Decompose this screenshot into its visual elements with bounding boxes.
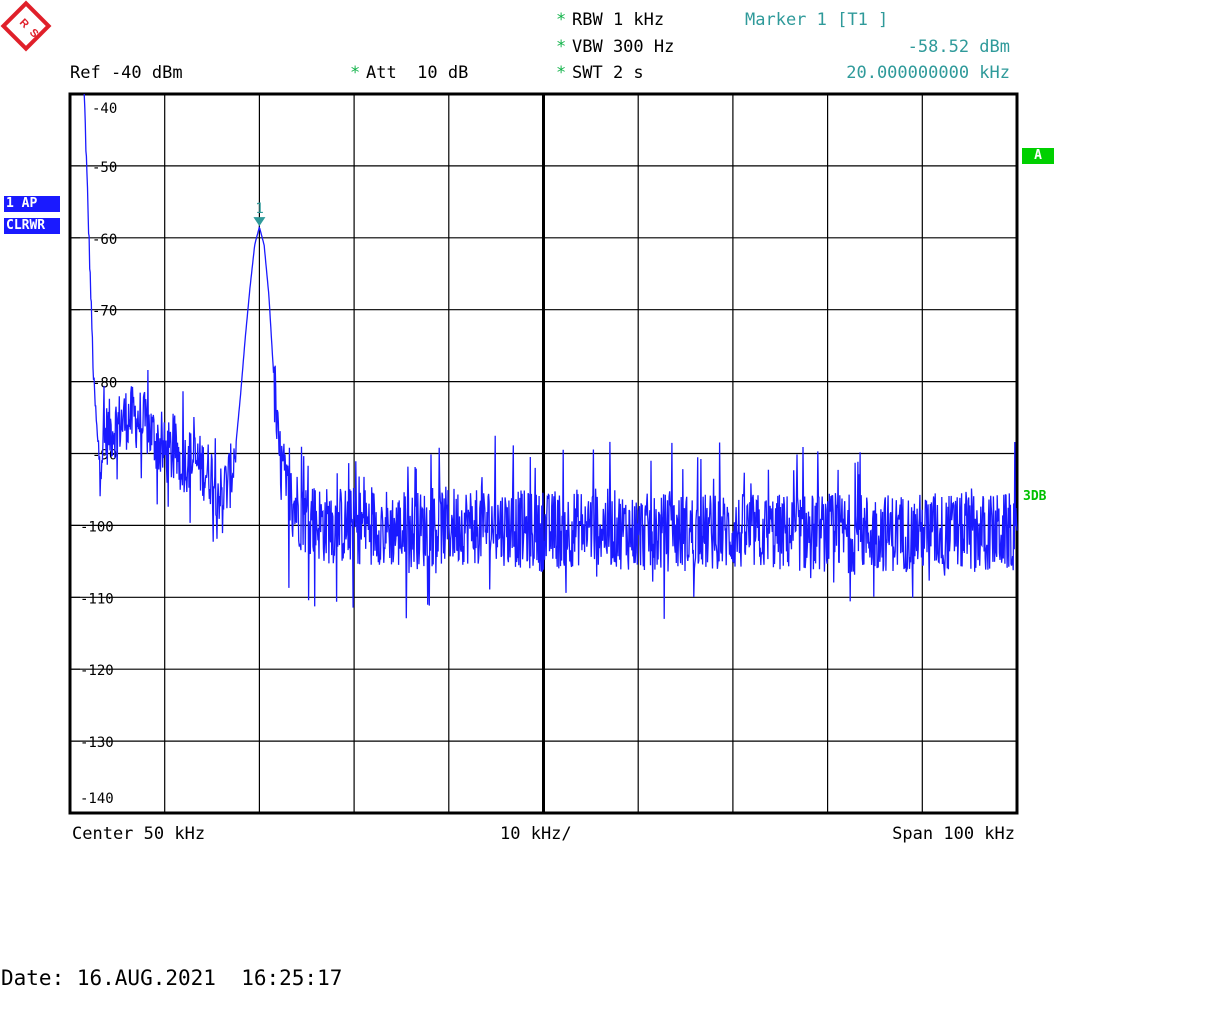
attenuation: Att 10 dB [366, 63, 469, 83]
y-tick-label: -110 [80, 591, 114, 607]
y-tick-label: -130 [80, 735, 114, 751]
y-tick-label: -80 [92, 376, 117, 392]
y-tick-label: -50 [92, 160, 117, 176]
marker-title: Marker 1 [T1 ] [745, 10, 889, 30]
indicator-a: A [1022, 148, 1054, 164]
trace-line [83, 93, 1018, 619]
vbw-star: * [556, 37, 567, 57]
y-tick-label: -60 [92, 232, 117, 248]
sweep-time: SWT 2 s [572, 63, 644, 83]
vbw: VBW 300 Hz [572, 37, 675, 57]
rohde-schwarz-logo: R S [0, 0, 52, 52]
rbw: RBW 1 kHz [572, 10, 665, 30]
trace-mode-badge: 1 AP [4, 196, 60, 212]
marker-level: -58.52 dBm [907, 37, 1010, 57]
indicator-3db: 3DB [1023, 489, 1047, 504]
frequency-span: Span 100 kHz [892, 824, 1015, 844]
y-tick-label: -90 [92, 448, 117, 464]
swt-star: * [556, 63, 567, 83]
y-tick-label: -70 [92, 304, 117, 320]
rbw-star: * [556, 10, 567, 30]
y-tick-label: -140 [80, 791, 114, 807]
y-tick-label: -40 [92, 101, 117, 117]
marker-1-label: 1 [255, 201, 263, 217]
y-tick-label: -100 [80, 519, 114, 535]
ref-level: Ref -40 dBm [70, 63, 183, 83]
marker-1-triangle [253, 217, 266, 227]
att-star: * [350, 63, 361, 83]
center-frequency: Center 50 kHz [72, 824, 206, 844]
trace-detector-badge: CLRWR [4, 218, 60, 234]
date-stamp: Date: 16.AUG.2021 16:25:17 [1, 966, 343, 990]
frequency-per-division: 10 kHz/ [500, 824, 572, 844]
y-tick-label: -120 [80, 663, 114, 679]
marker-frequency: 20.000000000 kHz [846, 63, 1010, 83]
